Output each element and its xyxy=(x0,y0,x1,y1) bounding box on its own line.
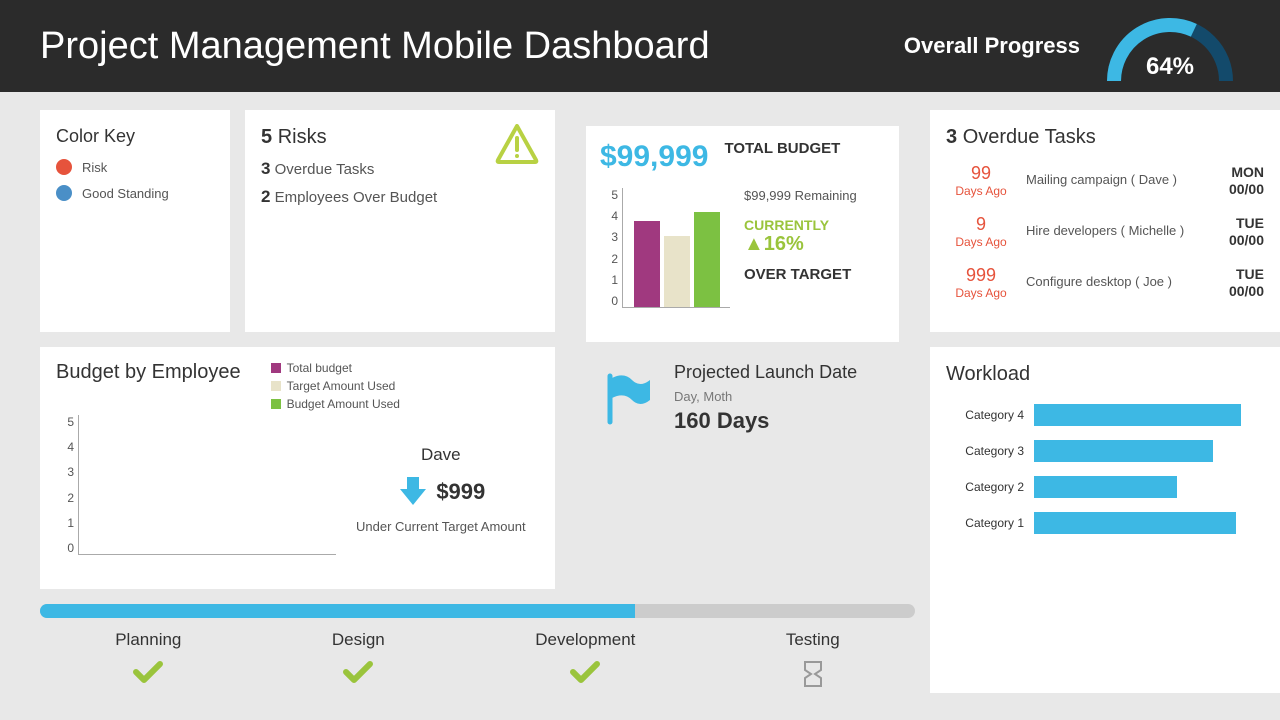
overdue-task: 9Days Ago Hire developers ( Michelle ) T… xyxy=(946,214,1264,249)
color-key-title: Color Key xyxy=(56,126,214,147)
check-icon xyxy=(535,660,635,689)
workload-item: Category 2 xyxy=(946,476,1264,498)
budget-mini-chart: 543210 xyxy=(600,188,730,328)
check-icon xyxy=(115,660,181,689)
budget-pct: ▲16% xyxy=(744,233,857,256)
risk-line: 2 Employees Over Budget xyxy=(261,187,539,207)
progress-label: Overall Progress xyxy=(904,33,1080,59)
phase-testing: Testing xyxy=(786,630,840,693)
key-item: Risk xyxy=(56,159,214,175)
budget-remaining: $99,999 Remaining xyxy=(744,188,857,203)
overall-progress: Overall Progress 64% xyxy=(904,11,1240,81)
phase-development: Development xyxy=(535,630,635,693)
header: Project Management Mobile Dashboard Over… xyxy=(0,0,1280,92)
workload-item: Category 1 xyxy=(946,512,1264,534)
budget-by-employee-card: Budget by Employee Total budgetTarget Am… xyxy=(40,347,555,589)
phase-progress-bar xyxy=(40,604,915,618)
warning-icon xyxy=(495,124,539,164)
launch-title: Projected Launch Date xyxy=(674,362,857,383)
workload-title: Workload xyxy=(946,363,1264,386)
progress-gauge: 64% xyxy=(1100,11,1240,81)
page-title: Project Management Mobile Dashboard xyxy=(40,25,710,68)
overdue-card: 3 Overdue Tasks 99Days Ago Mailing campa… xyxy=(930,110,1280,332)
budget-emp-callout: Dave $999 Under Current Target Amount xyxy=(356,415,526,575)
callout-name: Dave xyxy=(356,445,526,465)
budget-over-target: OVER TARGET xyxy=(744,266,857,283)
risks-card: 5 Risks 3 Overdue Tasks2 Employees Over … xyxy=(245,110,555,332)
launch-sub: Day, Moth xyxy=(674,389,857,404)
flag-icon xyxy=(600,370,656,426)
launch-days: 160 Days xyxy=(674,408,857,434)
phase-planning: Planning xyxy=(115,630,181,693)
budget-emp-title: Budget by Employee xyxy=(56,361,241,384)
progress-pct: 64% xyxy=(1146,53,1194,81)
budget-emp-chart: 543210 xyxy=(56,415,336,575)
overdue-title: 3 Overdue Tasks xyxy=(946,126,1264,149)
budget-panel: $99,999 TOTAL BUDGET 543210 $99,999 Rema… xyxy=(570,110,915,589)
budget-emp-legend: Total budgetTarget Amount UsedBudget Amo… xyxy=(271,361,400,415)
key-item: Good Standing xyxy=(56,185,214,201)
callout-sub: Under Current Target Amount xyxy=(356,519,526,536)
budget-info: $99,999 Remaining CURRENTLY ▲16% OVER TA… xyxy=(744,188,857,328)
overdue-task: 999Days Ago Configure desktop ( Joe ) TU… xyxy=(946,265,1264,300)
total-budget-amount: $99,999 xyxy=(600,140,708,174)
workload-card: Workload Category 4 Category 3 Category … xyxy=(930,347,1280,693)
workload-item: Category 4 xyxy=(946,404,1264,426)
down-arrow-icon xyxy=(396,473,430,507)
phases-card: Planning Design Development Testing xyxy=(40,604,915,693)
phase-design: Design xyxy=(332,630,385,693)
launch-date: Projected Launch Date Day, Moth 160 Days xyxy=(586,342,899,454)
hourglass-icon xyxy=(786,660,840,693)
check-icon xyxy=(332,660,385,689)
workload-item: Category 3 xyxy=(946,440,1264,462)
overdue-task: 99Days Ago Mailing campaign ( Dave ) MON… xyxy=(946,163,1264,198)
total-budget-label: TOTAL BUDGET xyxy=(724,140,840,174)
color-key-card: Color Key Risk Good Standing xyxy=(40,110,230,332)
budget-currently: CURRENTLY xyxy=(744,217,857,233)
callout-amount: $999 xyxy=(436,479,485,505)
